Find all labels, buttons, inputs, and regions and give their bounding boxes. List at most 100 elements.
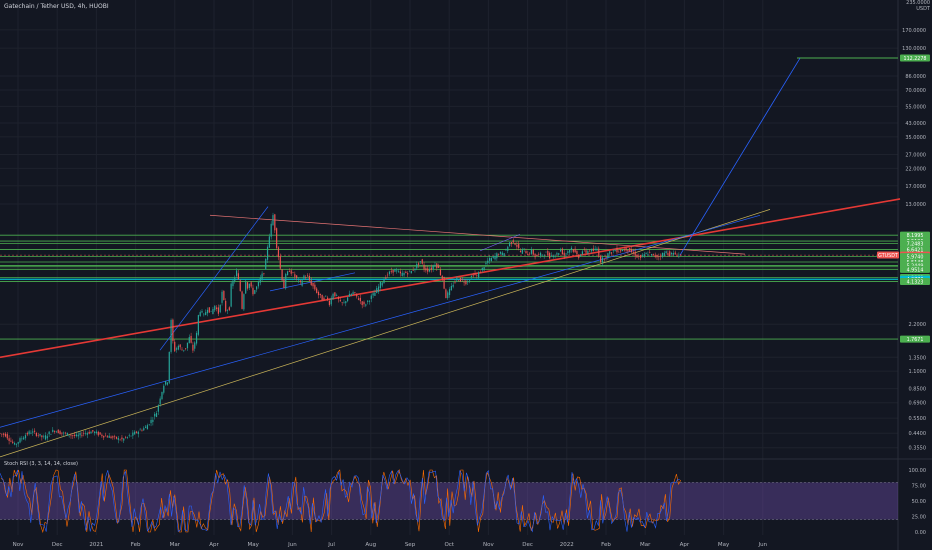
candle-body — [363, 301, 365, 305]
candle-body — [505, 249, 507, 251]
red-trend-line — [0, 198, 901, 359]
candle-body — [625, 247, 627, 251]
time-tick-label: Jun — [758, 542, 768, 548]
candle-body — [155, 412, 158, 417]
price-tag-label: 7.2483 — [907, 242, 924, 248]
candle-body — [357, 298, 360, 300]
candle-body — [143, 428, 145, 431]
candle-body — [270, 223, 272, 237]
candle-body — [321, 294, 323, 301]
price-tag-label: 4.9514 — [907, 267, 924, 273]
stoch-level-label: 0.00 — [915, 530, 926, 536]
candle-body — [643, 254, 645, 257]
candle-body — [561, 248, 563, 255]
candle-body — [3, 433, 5, 435]
time-tick-label: Mar — [640, 542, 651, 548]
candle-body — [59, 431, 61, 435]
stoch-rsi-pane: 100.00 75.00 50.00 25.00 0.00 — [0, 468, 926, 536]
price-tick-label: 55.0000 — [905, 104, 926, 110]
price-tag — [900, 231, 930, 239]
candle-body — [394, 268, 396, 272]
candle-body — [1, 433, 3, 435]
candle-body — [290, 270, 292, 274]
candle-body — [257, 281, 260, 287]
candle-body — [288, 271, 290, 272]
candle-body — [234, 278, 236, 282]
stoch-rsi-title: Stoch RSI (3, 3, 14, 14, close) — [4, 461, 78, 467]
candle-body — [579, 255, 582, 256]
candle-body — [549, 252, 551, 259]
candle-body — [514, 243, 516, 245]
candle-body — [565, 253, 567, 255]
candle-body — [463, 281, 465, 283]
candle-body — [132, 432, 134, 436]
candle-body — [538, 254, 540, 256]
candle-body — [48, 431, 50, 435]
candle-body — [203, 313, 205, 315]
candle-body — [443, 276, 445, 289]
candle-body — [396, 270, 398, 272]
candle-body — [119, 439, 121, 441]
price-tick-label: 86.0000 — [905, 74, 926, 80]
candle-body — [239, 280, 241, 292]
candle-body — [434, 264, 436, 267]
candle-body — [317, 291, 320, 296]
candle-body — [41, 435, 43, 438]
axis-top-value: 235.0000 — [906, 0, 930, 6]
candle-body — [641, 254, 644, 256]
candle-body — [474, 273, 476, 275]
candle-body — [297, 279, 300, 281]
candle-body — [410, 271, 412, 274]
candle-body — [343, 302, 345, 303]
candle-body — [492, 256, 494, 258]
candle-body — [223, 290, 225, 301]
candle-body — [266, 246, 269, 260]
candle-body — [175, 348, 178, 350]
candle-body — [563, 252, 565, 256]
candle-body — [652, 253, 654, 255]
candle-body — [197, 315, 199, 335]
candle-body — [150, 419, 152, 424]
candle-body — [15, 443, 17, 445]
candle-body — [54, 431, 56, 433]
price-axis[interactable]: 170.0000 130.0000 86.0000 70.0000 55.0000 43.… — [877, 28, 930, 452]
candle-body — [452, 284, 454, 287]
candle-body — [261, 273, 263, 280]
candle-body — [332, 293, 334, 300]
time-tick-label: Mar — [170, 542, 181, 548]
trend-lines — [0, 57, 901, 458]
candle-body — [226, 310, 229, 311]
price-tag-label: GTUSDT — [878, 253, 898, 259]
price-tag — [900, 265, 930, 273]
candle-body — [558, 253, 560, 255]
price-tick-label: 17.0000 — [905, 184, 926, 190]
candle-body — [74, 434, 76, 436]
candle-body — [556, 253, 558, 255]
candle-body — [390, 270, 392, 272]
candle-body — [95, 431, 98, 434]
candle-body — [83, 433, 85, 434]
candle-body — [52, 429, 54, 433]
candle-body — [163, 385, 165, 393]
stoch-level-label: 100.00 — [909, 468, 927, 474]
candle-body — [106, 436, 108, 438]
candle-body — [57, 429, 59, 434]
price-tick-label: 35.0000 — [905, 135, 926, 141]
candle-body — [135, 431, 138, 433]
candle-body — [638, 255, 640, 257]
candle-body — [277, 247, 280, 258]
candle-body — [330, 297, 332, 305]
candle-body — [252, 287, 254, 295]
candle-body — [165, 381, 167, 385]
candle-body — [554, 255, 556, 256]
time-axis[interactable]: Nov Dec 2021 Feb Mar Apr May Jun Jul Aug Sep Oct Nov… — [13, 542, 768, 548]
candle-body — [370, 295, 372, 299]
candle-body — [614, 250, 616, 252]
axis-unit: USDT — [916, 6, 930, 12]
candle-body — [412, 270, 414, 271]
time-tick-label: Sep — [405, 542, 416, 548]
stoch-d-line — [0, 468, 682, 534]
candle-body — [308, 275, 310, 281]
candle-body — [567, 251, 569, 254]
